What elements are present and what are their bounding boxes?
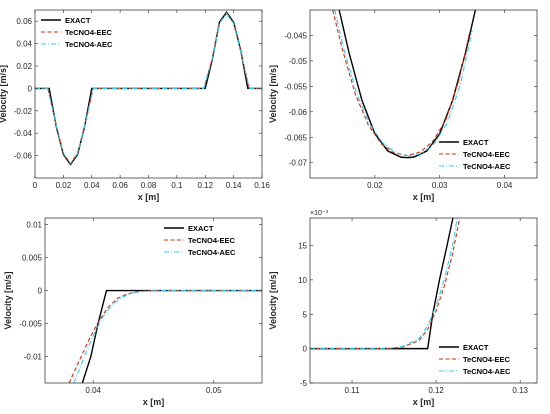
legend-entry: EXACT <box>463 138 489 147</box>
y-tick-label: -0.01 <box>24 353 43 362</box>
series-line <box>310 218 458 350</box>
y-tick-label: 0.02 <box>16 62 32 71</box>
legend-entry: EXACT <box>463 343 489 352</box>
series-line <box>73 290 262 383</box>
subplot-2: 0.02 0.03 0.04 -0.045 -0.05 -0.055 -0.06 -0.065… <box>268 9 538 202</box>
y-tick-label: 0.005 <box>22 254 43 263</box>
legend-entry: EXACT <box>188 224 214 233</box>
series-line <box>81 289 262 383</box>
y-tick-label: -0.04 <box>14 129 33 138</box>
x-tick-label: 0.12 <box>428 386 444 395</box>
axes-box <box>309 217 538 384</box>
x-tick-label: 0.02 <box>367 181 383 190</box>
x-tick-label: 0 <box>33 181 38 190</box>
legend-entry: TeCNO4-AEC <box>463 162 511 171</box>
x-tick-label: 0.03 <box>432 181 448 190</box>
x-axis-label: x [m] <box>138 192 160 202</box>
series-line <box>310 218 461 350</box>
x-tick-label: 0.11 <box>345 386 361 395</box>
y-tick-label: 0.06 <box>16 17 32 26</box>
y-tick-label: 0 <box>38 287 43 296</box>
subplot-3: 0.04 0.05 0.01 0.005 0 -0.005 -0.01 x [m] Veloci… <box>3 217 263 407</box>
x-tick-label: 0.05 <box>206 386 222 395</box>
x-tick-label: 0.12 <box>197 181 213 190</box>
legend-entry: TeCNO4-AEC <box>188 248 236 257</box>
legend-entry: TeCNO4-AEC <box>463 367 511 376</box>
legend-entry: TeCNO4-EEC <box>463 150 511 159</box>
legend: EXACT TeCNO4-EEC TeCNO4-AEC <box>439 343 511 376</box>
x-tick-label: 0.08 <box>141 181 157 190</box>
x-axis-label: x [m] <box>413 192 435 202</box>
series-line <box>332 10 470 157</box>
legend-entry: TeCNO4-AEC <box>65 40 113 49</box>
y-tick-label: 0.04 <box>16 40 32 49</box>
x-tick-label: 0.04 <box>85 386 101 395</box>
y-tick-label: 0 <box>303 345 308 354</box>
y-tick-label: -0.06 <box>289 108 308 117</box>
y-tick-label: -0.065 <box>284 133 307 142</box>
y-axis-label: Velocity [m/s] <box>268 271 278 329</box>
y-tick-label: 0.01 <box>26 221 42 230</box>
y-tick-label: -0.02 <box>14 107 33 116</box>
series-group <box>35 11 262 166</box>
legend: EXACT TeCNO4-EEC TeCNO4-AEC <box>439 138 511 171</box>
x-tick-label: 0.14 <box>226 181 242 190</box>
x-tick-label: 0.13 <box>512 386 528 395</box>
y-tick-label: -0.07 <box>289 159 308 168</box>
x-tick-label: 0.02 <box>56 181 72 190</box>
legend: EXACT TeCNO4-EEC TeCNO4-AEC <box>41 16 113 49</box>
x-tick-label: 0.1 <box>171 181 183 190</box>
series-line <box>338 10 477 159</box>
series-group <box>332 10 477 159</box>
legend-entry: TeCNO4-EEC <box>65 28 113 37</box>
series-line <box>35 12 262 165</box>
x-axis-label: x [m] <box>143 397 165 407</box>
x-tick-label: 0.04 <box>84 181 100 190</box>
subplot-1: 0 0.02 0.04 0.06 0.08 0.1 0.12 0.14 0.16 0.06 0.04… <box>0 9 270 202</box>
y-tick-label: 5 <box>303 310 308 319</box>
y-axis-multiplier: ×10⁻³ <box>310 210 329 217</box>
y-tick-label: 15 <box>298 242 307 251</box>
y-tick-label: -0.055 <box>284 82 307 91</box>
y-tick-label: -0.05 <box>289 57 308 66</box>
y-tick-label: -0.06 <box>14 152 33 161</box>
series-group <box>310 218 461 350</box>
x-tick-label: 0.16 <box>254 181 270 190</box>
y-axis-label: Velocity [m/s] <box>3 271 13 329</box>
series-group <box>68 289 262 383</box>
series-line <box>35 12 262 165</box>
y-axis-label: Velocity [m/s] <box>0 65 8 123</box>
y-tick-label: -0.005 <box>19 320 42 329</box>
legend-entry: TeCNO4-EEC <box>463 355 511 364</box>
y-tick-label: 10 <box>298 276 307 285</box>
axes-box <box>309 9 538 179</box>
y-tick-label: -0.045 <box>284 31 307 40</box>
x-axis-label: x [m] <box>413 397 435 407</box>
series-line <box>68 290 262 383</box>
legend-entry: TeCNO4-EEC <box>188 236 236 245</box>
subplot-4: 0.11 0.12 0.13 15 10 5 0 -5 ×10⁻³ x [m] Velocity [… <box>268 210 538 407</box>
legend: EXACT TeCNO4-EEC TeCNO4-AEC <box>164 224 236 257</box>
series-line <box>334 10 473 157</box>
legend-entry: EXACT <box>65 16 91 25</box>
y-axis-label: Velocity [m/s] <box>268 65 278 123</box>
y-tick-label: 0 <box>28 84 33 93</box>
x-tick-label: 0.06 <box>112 181 128 190</box>
y-tick-label: -5 <box>300 379 308 388</box>
series-line <box>310 218 454 350</box>
axes-box <box>44 217 263 384</box>
x-tick-label: 0.04 <box>497 181 513 190</box>
